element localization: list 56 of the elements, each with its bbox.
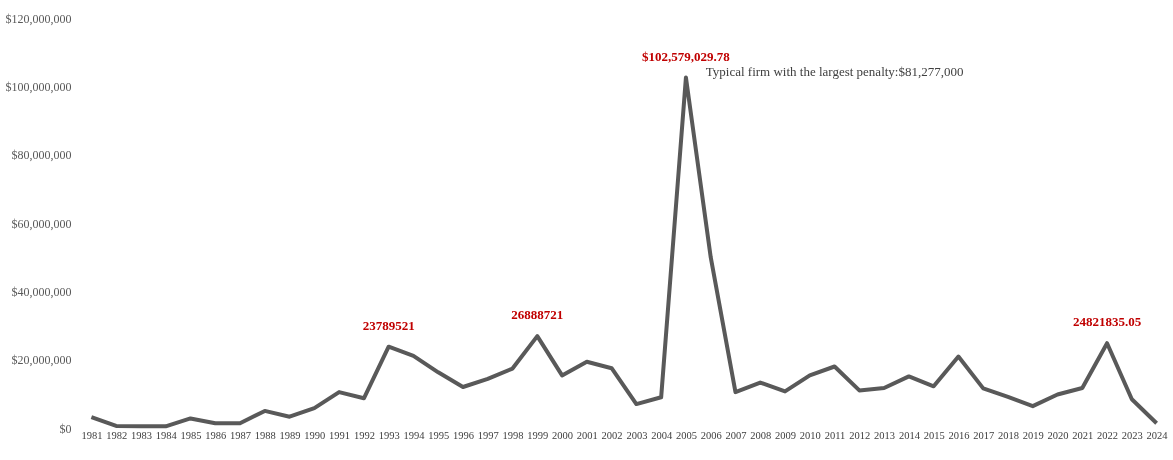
- x-tick-label: 2008: [750, 429, 772, 441]
- x-tick-label: 1993: [378, 429, 400, 441]
- x-tick-label: 1998: [502, 429, 524, 441]
- x-tick-label: 2004: [651, 429, 673, 441]
- x-tick-label: 2016: [948, 429, 970, 441]
- x-tick-label: 2002: [601, 429, 623, 441]
- x-tick-label: 1984: [155, 429, 178, 441]
- x-tick-label: 2003: [626, 429, 648, 441]
- x-tick-label: 2015: [923, 429, 945, 441]
- x-tick-label: 2020: [1047, 429, 1069, 441]
- x-tick-label: 1987: [230, 429, 252, 441]
- x-tick-label: 2018: [997, 429, 1019, 441]
- x-tick-label: 1995: [428, 429, 450, 441]
- x-tick-label: 2010: [799, 429, 821, 441]
- x-tick-label: 2006: [700, 429, 722, 441]
- annotation: 24821835.05: [1072, 314, 1142, 330]
- annotation: $102,579,029.78: [642, 48, 731, 64]
- x-tick-label: 1991: [329, 429, 351, 441]
- y-tick-label: $100,000,000: [5, 79, 72, 94]
- annotation: 23789521: [362, 317, 415, 333]
- x-tick-label: 1990: [304, 429, 326, 441]
- x-tick-label: 1996: [452, 429, 474, 441]
- x-tick-label: 2021: [1072, 429, 1094, 441]
- x-tick-label: 2005: [675, 429, 697, 441]
- y-tick-label: $40,000,000: [11, 284, 72, 299]
- y-tick-label: $60,000,000: [11, 216, 72, 231]
- annotation: 26888721: [511, 307, 564, 323]
- y-tick-label: $80,000,000: [11, 148, 72, 163]
- x-tick-label: 2007: [725, 429, 747, 441]
- x-tick-label: 2022: [1097, 429, 1119, 441]
- x-tick-label: 2009: [775, 429, 797, 441]
- x-tick-label: 2000: [552, 429, 574, 441]
- x-tick-label: 1981: [81, 429, 103, 441]
- x-tick-label: 1986: [205, 429, 227, 441]
- x-tick-label: 1999: [527, 429, 549, 441]
- x-tick-label: 1982: [106, 429, 128, 441]
- x-tick-label: 1992: [353, 429, 375, 441]
- x-tick-label: 2001: [576, 429, 598, 441]
- x-tick-label: 2023: [1121, 429, 1143, 441]
- x-tick-label: 2014: [898, 429, 921, 441]
- x-tick-label: 1988: [254, 429, 276, 441]
- x-tick-label: 1997: [477, 429, 499, 441]
- x-tick-label: 2017: [973, 429, 995, 441]
- x-tick-label: 2024: [1146, 429, 1169, 441]
- y-tick-label: $20,000,000: [11, 353, 72, 368]
- x-tick-label: 1994: [403, 429, 426, 441]
- x-tick-label: 1985: [180, 429, 202, 441]
- y-tick-label: $0: [59, 421, 72, 436]
- x-tick-label: 2013: [874, 429, 896, 441]
- x-tick-label: 2012: [849, 429, 871, 441]
- x-tick-label: 2019: [1022, 429, 1044, 441]
- x-tick-label: 1989: [279, 429, 301, 441]
- y-tick-label: $120,000,000: [5, 11, 72, 26]
- x-tick-label: 2011: [824, 429, 846, 441]
- annotation: Typical firm with the largest penalty:$81,277,000: [705, 64, 964, 79]
- x-tick-label: 1983: [130, 429, 152, 441]
